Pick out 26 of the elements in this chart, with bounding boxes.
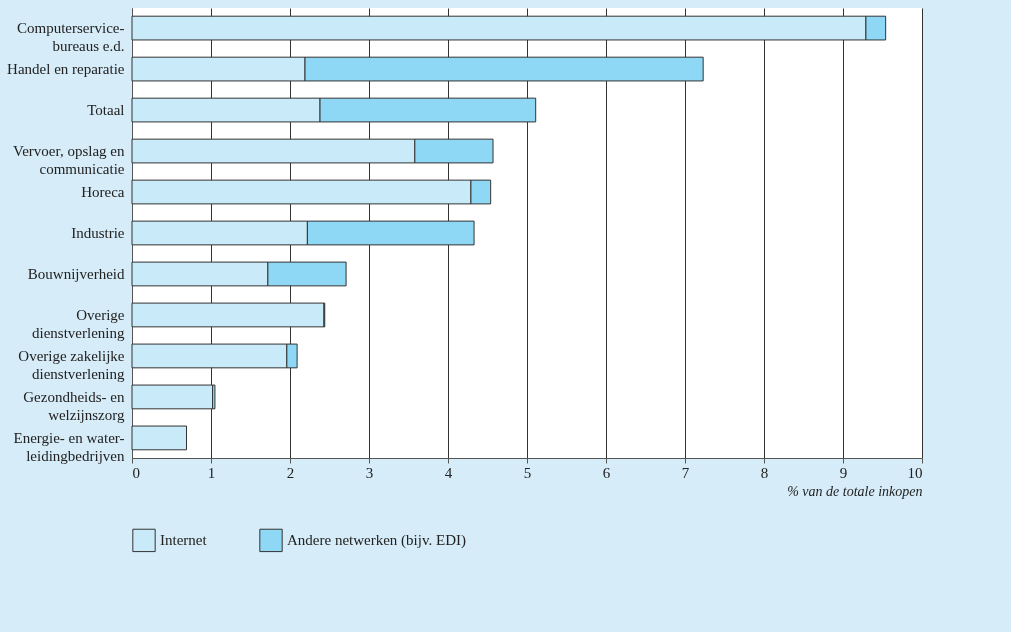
- y-tick-label: Computerservice-bureaus e.d.: [17, 20, 125, 55]
- x-tick-label: 6: [602, 464, 611, 481]
- y-tick-label: Energie- en water-leidingbedrijven: [13, 429, 125, 464]
- x-tick-label: 0: [132, 464, 140, 481]
- legend-label: Andere netwerken (bijv. EDI): [287, 532, 466, 550]
- x-tick-label: 9: [839, 464, 848, 481]
- x-tick-label: 7: [681, 464, 690, 481]
- y-tick-label: Gezondheids- en welzijnszorg: [23, 388, 125, 423]
- y-tick-label: Bouwnijverheid: [27, 265, 125, 282]
- bar: [131, 425, 188, 451]
- x-axis-title: % van de totale inkopen: [787, 483, 923, 499]
- y-tick-label: Handel en reparatie: [7, 61, 125, 78]
- legend-label: Internet: [160, 532, 208, 549]
- x-tick-label: 1: [207, 464, 216, 481]
- x-tick-label: 3: [365, 464, 374, 481]
- y-tick-label: Industrie: [71, 225, 125, 241]
- y-tick-label: Horeca: [81, 184, 125, 201]
- x-tick-label: 8: [760, 464, 769, 481]
- y-tick-label: Totaal: [87, 102, 125, 119]
- y-tick-label: Overige dienstverlening: [32, 306, 125, 341]
- x-tick-label: 10: [907, 464, 923, 481]
- x-tick-label: 4: [444, 464, 453, 481]
- x-tick-label: 5: [523, 464, 532, 481]
- x-tick-label: 2: [286, 464, 295, 481]
- y-tick-label: Vervoer, opslag en communicatie: [13, 143, 125, 178]
- y-tick-label: Overige zakelijke dienstverlening: [18, 347, 125, 382]
